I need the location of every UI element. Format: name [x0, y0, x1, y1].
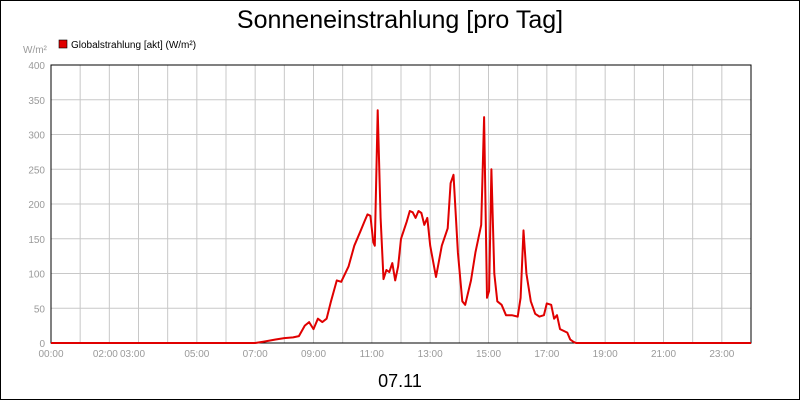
- y-tick-label: 50: [34, 304, 46, 315]
- y-tick-label: 200: [28, 200, 45, 211]
- x-tick-label: 13:00: [418, 349, 443, 360]
- series-line-globalstrahlung: [51, 109, 751, 344]
- y-tick-label: 150: [28, 235, 45, 246]
- y-tick-label: 300: [28, 131, 45, 142]
- chart-title: Sonneneinstrahlung [pro Tag]: [237, 6, 563, 34]
- y-axis-ticks: 0 50 100 150 200 250 300 350 400: [28, 61, 45, 350]
- legend-label: Globalstrahlung [akt] (W/m²): [71, 40, 196, 51]
- y-tick-label: 0: [39, 339, 45, 350]
- legend: Globalstrahlung [akt] (W/m²): [58, 39, 196, 51]
- x-tick-label: 11:00: [360, 349, 385, 360]
- x-tick-label: 05:00: [184, 349, 209, 360]
- x-tick-label: 15:00: [476, 349, 501, 360]
- y-axis-unit: W/m²: [23, 45, 48, 56]
- y-tick-label: 100: [28, 270, 45, 281]
- x-tick-label: 07:00: [243, 349, 268, 360]
- y-tick-label: 400: [28, 61, 45, 72]
- plot-area: [50, 64, 752, 344]
- grid: [50, 64, 752, 344]
- x-tick-label: 02:00: [93, 349, 118, 360]
- x-tick-label: 21:00: [651, 349, 676, 360]
- x-tick-label: 00:00: [38, 349, 63, 360]
- x-axis-ticks: 00:00 02:00 03:00 05:00 07:00 09:00 11:00 13:00…: [38, 349, 734, 360]
- x-tick-label: 09:00: [301, 349, 326, 360]
- x-tick-label: 23:00: [709, 349, 734, 360]
- y-tick-label: 350: [28, 96, 45, 107]
- y-tick-label: 250: [28, 165, 45, 176]
- legend-swatch: [58, 39, 68, 49]
- x-tick-label: 19:00: [593, 349, 618, 360]
- x-tick-label: 03:00: [120, 349, 145, 360]
- x-tick-label: 17:00: [534, 349, 559, 360]
- x-axis-caption: 07.11: [378, 371, 422, 391]
